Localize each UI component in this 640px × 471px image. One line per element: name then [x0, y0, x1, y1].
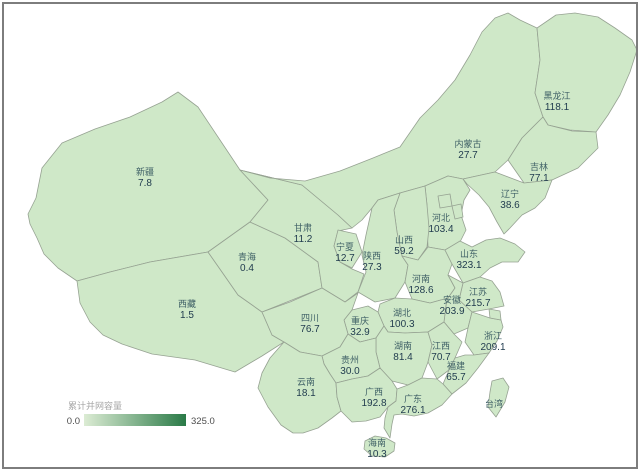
region-label-jiangxi: 江西: [432, 341, 450, 351]
region-fujian[interactable]: [442, 352, 490, 395]
region-value-chongqing: 32.9: [350, 327, 370, 338]
region-guangdong[interactable]: [383, 377, 453, 439]
legend-gradient-bar: [84, 414, 186, 426]
region-hainan[interactable]: [363, 435, 396, 458]
region-label-yunnan: 云南: [297, 376, 315, 387]
region-value-xinjiang: 7.8: [138, 178, 152, 189]
region-label-guangdong: 广东: [404, 393, 422, 404]
region-label-xinjiang: 新疆: [136, 166, 154, 177]
region-label-chongqing: 重庆: [351, 315, 369, 326]
region-liaoning[interactable]: [462, 171, 553, 235]
region-value-hebei: 103.4: [428, 224, 453, 235]
region-label-hebei: 河北: [432, 212, 450, 223]
region-label-taiwan: 台湾: [485, 398, 503, 409]
region-label-liaoning: 辽宁: [501, 188, 519, 199]
region-beijing[interactable]: [437, 193, 453, 209]
region-label-heilongjiang: 黑龙江: [543, 90, 570, 101]
region-value-shandong: 323.1: [456, 260, 481, 271]
region-label-guizhou: 贵州: [341, 354, 359, 365]
region-ningxia[interactable]: [333, 229, 363, 269]
region-value-shanxi: 59.2: [394, 246, 414, 257]
region-tianjin[interactable]: [451, 203, 464, 220]
region-value-guangdong: 276.1: [400, 405, 425, 416]
legend: 累计并网容量 0.0 325.0: [67, 400, 215, 427]
region-label-guangxi: 广西: [365, 386, 383, 397]
region-value-fujian: 65.7: [446, 372, 466, 383]
region-value-guangxi: 192.8: [361, 398, 386, 409]
region-value-ningxia: 12.7: [335, 253, 355, 264]
region-label-jilin: 吉林: [530, 161, 548, 172]
region-value-qinghai: 0.4: [240, 263, 254, 274]
region-value-xizang: 1.5: [180, 310, 194, 321]
region-yunnan[interactable]: [257, 341, 342, 434]
region-label-shandong: 山东: [460, 248, 478, 259]
region-heilongjiang[interactable]: [534, 12, 638, 133]
region-value-yunnan: 18.1: [296, 388, 316, 399]
region-value-henan: 128.6: [408, 285, 433, 296]
region-value-guizhou: 30.0: [340, 366, 360, 377]
region-jilin[interactable]: [507, 116, 599, 184]
region-label-sichuan: 四川: [301, 313, 319, 323]
region-value-jiangxi: 70.7: [431, 352, 451, 363]
region-label-neimenggu: 内蒙古: [454, 138, 481, 149]
region-label-shaanxi: 陕西: [363, 250, 381, 261]
region-label-xizang: 西藏: [178, 298, 196, 309]
region-value-liaoning: 38.6: [500, 200, 520, 211]
legend-max-label: 325.0: [191, 416, 215, 427]
region-value-hainan: 10.3: [367, 449, 387, 460]
region-taiwan[interactable]: [487, 377, 510, 418]
region-label-henan: 河南: [412, 273, 430, 284]
region-label-hainan: 海南: [368, 437, 386, 448]
region-value-sichuan: 76.7: [300, 324, 320, 335]
legend-min-label: 0.0: [67, 416, 80, 427]
region-label-jiangsu: 江苏: [469, 286, 487, 297]
region-value-neimenggu: 27.7: [458, 150, 478, 161]
region-value-heilongjiang: 118.1: [545, 102, 570, 113]
region-value-gansu: 11.2: [294, 234, 313, 245]
region-shanghai[interactable]: [488, 308, 502, 321]
region-value-jilin: 77.1: [529, 173, 549, 184]
region-value-hunan: 81.4: [393, 352, 413, 363]
province-regions: [27, 12, 638, 458]
region-label-hunan: 湖南: [394, 340, 412, 351]
region-value-shaanxi: 27.3: [362, 262, 382, 273]
region-label-shanxi: 山西: [395, 235, 413, 245]
region-label-fujian: 福建: [447, 360, 465, 371]
region-label-qinghai: 青海: [238, 251, 256, 262]
region-label-zhejiang: 浙江: [484, 330, 502, 341]
region-value-hubei: 100.3: [389, 319, 414, 330]
region-value-zhejiang: 209.1: [480, 342, 505, 353]
region-label-gansu: 甘肃: [294, 222, 312, 233]
region-label-hubei: 湖北: [393, 308, 411, 318]
region-value-anhui: 203.9: [439, 306, 464, 317]
region-label-ningxia: 宁夏: [336, 241, 354, 252]
legend-title: 累计并网容量: [68, 400, 122, 411]
region-label-anhui: 安徽: [443, 294, 461, 305]
region-value-jiangsu: 215.7: [465, 298, 490, 309]
region-xizang[interactable]: [76, 251, 285, 373]
